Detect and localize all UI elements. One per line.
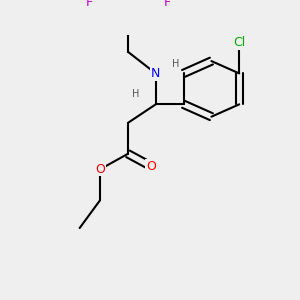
Text: H: H xyxy=(132,89,139,99)
Text: F: F xyxy=(85,0,92,9)
Text: O: O xyxy=(146,160,156,173)
Text: O: O xyxy=(95,163,105,176)
Text: N: N xyxy=(151,67,160,80)
Text: H: H xyxy=(172,59,180,69)
Text: Cl: Cl xyxy=(233,36,245,49)
Text: F: F xyxy=(163,0,170,9)
